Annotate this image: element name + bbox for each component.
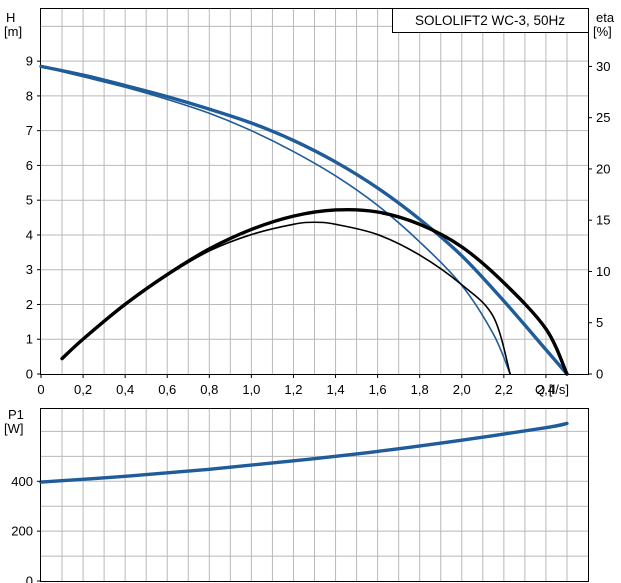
top-grid — [41, 9, 588, 374]
top-series-line-0 — [39, 64, 569, 376]
bottom-plot-frame — [40, 408, 589, 582]
top-series-line-2 — [60, 207, 569, 376]
y-left-tick-label: 7 — [26, 123, 33, 138]
x-tick-label: 1,4 — [326, 382, 344, 397]
p1-tick-label: 400 — [11, 474, 33, 489]
y-left-tick-label: 8 — [26, 88, 33, 103]
p1-tick-label: 0 — [26, 574, 33, 583]
x-tick-label: 2,2 — [495, 382, 513, 397]
y-left-tick-label: 6 — [26, 158, 33, 173]
top-tick-labels: 0 0,2 0,4 0,6 0,8 1,0 1,2 1,4 1,6 1,8 2,0 2,2 2,4 0 1 2… — [26, 54, 611, 397]
y-right-tick-label: 30 — [596, 59, 610, 74]
head-efficiency-panel: SOLOLIFT2 WC-3, 50Hz H [m] eta [%] 0 0,2 0… — [4, 8, 615, 397]
top-series-line-3 — [61, 221, 511, 375]
x-tick-label: 1,6 — [369, 382, 387, 397]
y-left-tick-label: 4 — [26, 227, 33, 242]
x-axis-label: Q [l/s] — [535, 382, 569, 397]
y-right-tick-label: 15 — [596, 213, 610, 228]
y-left-tick-label: 3 — [26, 262, 33, 277]
chart-title-box — [392, 8, 589, 33]
y-right-tick-label: 0 — [596, 367, 603, 382]
x-tick-label: 2,0 — [453, 382, 471, 397]
y-left-tick-label: 0 — [26, 367, 33, 382]
y-right-tick-label: 20 — [596, 161, 610, 176]
y-right-tick-label: 5 — [596, 315, 603, 330]
y-left-unit: [m] — [4, 24, 22, 39]
y-left-tick-label: 2 — [26, 297, 33, 312]
x-tick-label: 1,2 — [284, 382, 302, 397]
p1-tick-label: 200 — [11, 524, 33, 539]
x-tick-label: 0 — [37, 382, 44, 397]
y-right-unit: [%] — [593, 24, 612, 39]
p1-axis-unit: [W] — [4, 421, 24, 436]
y-left-label: H — [6, 10, 15, 25]
top-series-group — [39, 64, 569, 376]
y-left-tick-label: 5 — [26, 193, 33, 208]
x-tick-label: 0,6 — [158, 382, 176, 397]
bottom-tick-labels: 0 200 400 — [11, 474, 41, 583]
x-tick-label: 0,8 — [200, 382, 218, 397]
top-plot-frame — [40, 8, 589, 375]
bottom-grid — [41, 409, 588, 581]
bottom-series-group — [39, 421, 569, 484]
y-left-tick-label: 1 — [26, 332, 33, 347]
power-panel: P1 [W] 0 200 400 — [4, 407, 589, 583]
y-right-label: eta — [596, 10, 615, 25]
x-tick-label: 2,4 — [537, 382, 555, 397]
p1-axis-label: P1 — [8, 407, 24, 422]
power-series-line-0 — [39, 421, 569, 484]
x-tick-label: 1,8 — [411, 382, 429, 397]
x-tick-label: 0,2 — [74, 382, 92, 397]
y-left-tick-label: 9 — [26, 54, 33, 69]
x-tick-label: 0,4 — [116, 382, 134, 397]
chart-title: SOLOLIFT2 WC-3, 50Hz — [415, 13, 565, 28]
x-tick-label: 1,0 — [242, 382, 260, 397]
y-right-tick-label: 10 — [596, 264, 610, 279]
y-right-tick-label: 25 — [596, 110, 610, 125]
